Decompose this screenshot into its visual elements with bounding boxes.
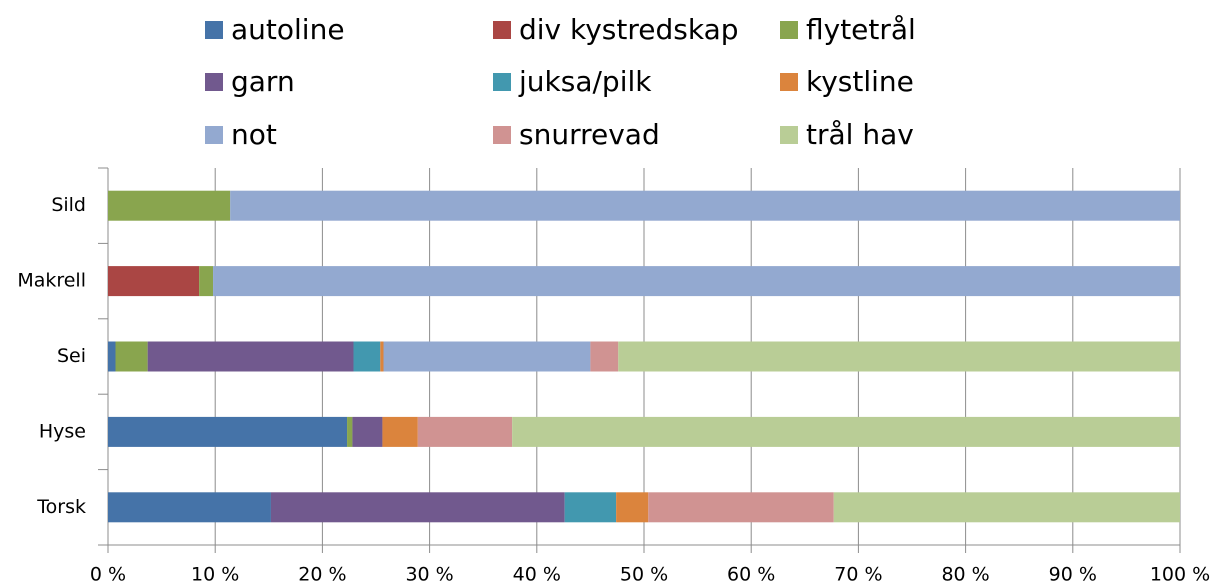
bar-segment	[648, 492, 834, 523]
bar-segment	[108, 492, 271, 523]
x-tick-label: 60 %	[727, 564, 775, 586]
y-tick-label: Torsk	[36, 496, 86, 518]
legend-swatch	[493, 126, 511, 144]
x-tick-label: 10 %	[191, 564, 239, 586]
bar-segment	[108, 341, 116, 372]
legend-swatch	[205, 21, 223, 39]
y-tick-label: Hyse	[39, 420, 86, 442]
bar-segment	[833, 492, 1180, 523]
x-tick-label: 100 %	[1150, 564, 1210, 586]
bar-segment	[380, 341, 384, 372]
legend-label: trål hav	[806, 118, 914, 151]
bar-segment	[108, 266, 200, 297]
bar-segment	[382, 416, 418, 447]
bar-segment	[618, 341, 1180, 372]
legend-label: div kystredskap	[519, 13, 739, 46]
x-tick-label: 70 %	[834, 564, 882, 586]
bar-segment	[383, 341, 591, 372]
bar-segment	[213, 266, 1180, 297]
x-tick-label: 90 %	[1049, 564, 1097, 586]
x-tick-label: 40 %	[513, 564, 561, 586]
legend-swatch	[493, 21, 511, 39]
legend-swatch	[205, 126, 223, 144]
legend-swatch	[493, 73, 511, 91]
bar-segment	[115, 341, 148, 372]
bar-segment	[108, 190, 231, 221]
x-tick-label: 30 %	[405, 564, 453, 586]
bar-segment	[347, 416, 353, 447]
bar-segment	[512, 416, 1180, 447]
y-tick-label: Sild	[51, 194, 86, 216]
x-tick-label: 20 %	[298, 564, 346, 586]
legend-label: juksa/pilk	[518, 65, 652, 98]
bar-segment	[108, 416, 348, 447]
legend-swatch	[780, 21, 798, 39]
legend-label: autoline	[231, 13, 345, 46]
legend-swatch	[205, 73, 223, 91]
bar-segment	[352, 416, 383, 447]
legend-label: flytetrål	[806, 13, 916, 46]
bar-segment	[590, 341, 619, 372]
bar-segment	[417, 416, 513, 447]
y-tick-label: Makrell	[17, 270, 86, 292]
bar-segment	[564, 492, 617, 523]
legend-label: kystline	[806, 65, 914, 98]
legend-swatch	[780, 126, 798, 144]
x-tick-label: 50 %	[620, 564, 668, 586]
legend-label: not	[231, 118, 277, 151]
bar-segment	[199, 266, 214, 297]
bar-segment	[616, 492, 649, 523]
x-tick-label: 0 %	[90, 564, 126, 586]
y-tick-label: Sei	[57, 345, 86, 367]
legend-swatch	[780, 73, 798, 91]
x-tick-label: 80 %	[941, 564, 989, 586]
bar-segment	[230, 190, 1180, 221]
bar-segment	[270, 492, 565, 523]
bar-segment	[353, 341, 381, 372]
bar-segment	[147, 341, 354, 372]
legend-label: garn	[231, 65, 295, 98]
legend-label: snurrevad	[519, 118, 660, 151]
